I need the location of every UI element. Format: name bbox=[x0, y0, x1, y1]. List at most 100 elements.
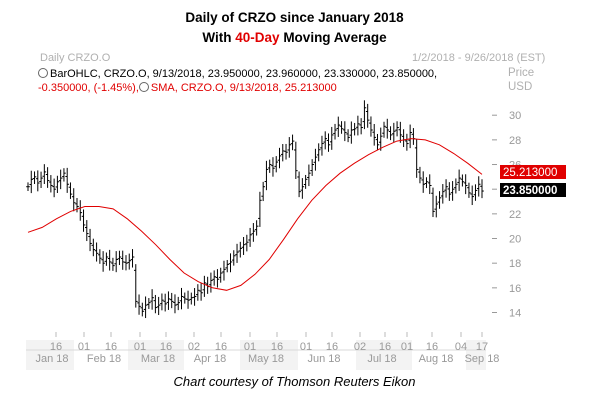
ohlc-bar bbox=[372, 123, 377, 146]
ohlc-bar bbox=[408, 124, 412, 149]
ohlc-bar bbox=[467, 182, 471, 198]
x-tick-label: 01 bbox=[78, 341, 90, 353]
ohlc-bar bbox=[26, 182, 30, 192]
ohlc-bar bbox=[349, 121, 354, 144]
ohlc-bar bbox=[284, 143, 288, 160]
y-tick-label: 16 bbox=[509, 283, 521, 295]
ohlc-bar bbox=[316, 143, 321, 162]
close-last-value: 23.850000 bbox=[503, 185, 557, 197]
ohlc-bar bbox=[388, 126, 393, 141]
x-tick-label: 17 bbox=[476, 341, 488, 353]
ohlc-bar bbox=[431, 187, 435, 218]
ohlc-bar bbox=[476, 176, 481, 197]
ohlc-bar bbox=[254, 220, 259, 236]
ohlc-bar bbox=[75, 197, 79, 213]
ohlc-bar bbox=[261, 181, 265, 202]
y-tick-label: 28 bbox=[509, 135, 521, 147]
ohlc-bar bbox=[55, 175, 60, 193]
y-tick-label: 22 bbox=[509, 209, 521, 221]
ohlc-bar bbox=[169, 292, 174, 309]
y-tick-label: 30 bbox=[509, 110, 521, 122]
ohlc-bar bbox=[454, 178, 458, 194]
x-tick-label: 16 bbox=[326, 341, 338, 353]
ohlc-bar bbox=[81, 209, 86, 232]
ohlc-bar bbox=[202, 275, 207, 297]
x-tick-label: 16 bbox=[379, 341, 391, 353]
ohlc-bar bbox=[238, 241, 243, 258]
ohlc-bar bbox=[42, 164, 47, 185]
ohlc-bar bbox=[166, 291, 171, 310]
ohlc-bar bbox=[225, 259, 230, 273]
x-tick-label: 16 bbox=[215, 341, 227, 353]
x-tick-label: 04 bbox=[455, 341, 467, 353]
x-month-label: Feb 18 bbox=[87, 353, 121, 365]
ohlc-bar bbox=[385, 118, 390, 139]
ohlc-bar bbox=[294, 141, 298, 179]
y-axis-ticks: 141618202224262830 bbox=[492, 110, 521, 320]
ohlc-bar bbox=[401, 129, 406, 148]
ohlc-bar bbox=[271, 157, 275, 177]
x-month-label: Sep 18 bbox=[465, 353, 500, 365]
ohlc-bar bbox=[192, 288, 197, 306]
ohlc-bar bbox=[231, 250, 236, 266]
ohlc-bar bbox=[68, 182, 73, 199]
ohlc-bar bbox=[182, 292, 187, 304]
ohlc-bar bbox=[473, 184, 478, 201]
ohlc-bar bbox=[235, 243, 239, 263]
ohlc-bar bbox=[137, 294, 141, 315]
x-month-label: Jan 18 bbox=[35, 353, 68, 365]
ohlc-bar bbox=[209, 272, 213, 293]
month-band bbox=[240, 340, 298, 370]
ohlc-bar bbox=[418, 166, 422, 184]
ohlc-bar bbox=[130, 249, 135, 268]
ohlc-bar bbox=[264, 160, 269, 191]
ohlc-bar bbox=[196, 284, 200, 301]
ohlc-bar bbox=[395, 121, 399, 137]
x-tick-label: 01 bbox=[401, 341, 413, 353]
x-month-label: Jul 18 bbox=[367, 353, 396, 365]
x-tick-label: 01 bbox=[244, 341, 256, 353]
ohlc-bar bbox=[333, 123, 337, 140]
ohlc-bar bbox=[359, 118, 363, 135]
ohlc-bar bbox=[88, 228, 92, 252]
ohlc-bar bbox=[313, 148, 318, 171]
ohlc-bar bbox=[212, 270, 216, 286]
series-toggle-icon[interactable] bbox=[38, 68, 48, 78]
ohlc-bar bbox=[163, 293, 167, 312]
ohlc-bar bbox=[186, 290, 190, 309]
ohlc-bar bbox=[140, 302, 145, 317]
x-tick-label: 16 bbox=[160, 341, 172, 353]
month-bands bbox=[26, 340, 486, 370]
subtitle-pre: With bbox=[202, 30, 236, 45]
ohlc-bar bbox=[421, 171, 426, 193]
ohlc-bar bbox=[320, 135, 324, 156]
legend-ohlc-text: BarOHLC, CRZO.O, 9/13/2018, 23.950000, 2… bbox=[50, 68, 438, 80]
chart-subtitle: With 40-Day Moving Average bbox=[0, 30, 589, 45]
ohlc-bar bbox=[463, 174, 468, 195]
ohlc-bar bbox=[427, 174, 432, 195]
ohlc-bar bbox=[450, 181, 455, 201]
ohlc-bar bbox=[280, 144, 285, 162]
ohlc-bar bbox=[444, 179, 448, 198]
ohlc-bar bbox=[307, 164, 311, 187]
ohlc-bar bbox=[441, 184, 445, 204]
ohlc-bar bbox=[35, 170, 40, 192]
ohlc-bar bbox=[245, 234, 249, 252]
ohlc-bar bbox=[339, 121, 344, 134]
ohlc-bar bbox=[392, 122, 396, 143]
x-tick-label: 16 bbox=[426, 341, 438, 353]
ohlc-bar bbox=[362, 100, 367, 130]
ohlc-bar bbox=[52, 178, 56, 198]
x-tick-label: 01 bbox=[134, 341, 146, 353]
series-toggle-icon[interactable] bbox=[138, 82, 149, 92]
ohlc-bar bbox=[290, 134, 295, 151]
x-month-label: Jun 18 bbox=[307, 353, 340, 365]
legend-change-text: -0.350000, (-1.45%), bbox=[38, 82, 139, 94]
ohlc-bar bbox=[199, 283, 203, 301]
ohlc-bar bbox=[411, 128, 416, 145]
ohlc-bar bbox=[365, 103, 370, 128]
ohlc-bar bbox=[470, 185, 475, 206]
ohlc-bar bbox=[329, 126, 334, 150]
ohlc-bar bbox=[297, 171, 301, 198]
